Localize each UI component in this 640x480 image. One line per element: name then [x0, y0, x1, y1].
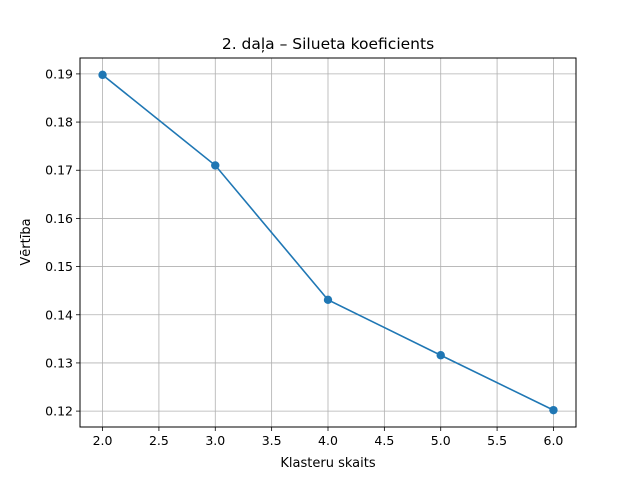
- x-axis-label: Klasteru skaits: [280, 456, 375, 471]
- data-point: [323, 295, 333, 305]
- y-tick-label: 0.17: [45, 163, 73, 178]
- x-tick-label: 4.0: [318, 433, 338, 448]
- chart-title: 2. daļa – Silueta koeficients: [222, 35, 434, 53]
- y-tick-label: 0.19: [45, 66, 73, 81]
- x-tick-label: 5.0: [431, 433, 451, 448]
- y-tick-label: 0.16: [45, 211, 73, 226]
- y-tick-label: 0.18: [45, 115, 73, 130]
- x-tick-label: 4.5: [374, 433, 394, 448]
- ticks: 2.0 2.5 3.0 3.5 4.0 4.5 5.0 5.5 6.0 0.12 0.13 0.14 0…: [45, 66, 563, 448]
- x-tick-label: 2.0: [93, 433, 113, 448]
- plot-frame: [79, 57, 577, 428]
- y-tick-label: 0.14: [45, 307, 73, 322]
- y-tick-label: 0.12: [45, 404, 73, 419]
- y-tick-label: 0.15: [45, 259, 73, 274]
- x-tick-label: 3.5: [262, 433, 282, 448]
- series-layer: [98, 70, 558, 415]
- data-point: [436, 351, 445, 360]
- y-axis-label: Vērtība: [19, 218, 34, 265]
- data-point: [211, 161, 220, 170]
- x-tick-label: 3.0: [205, 433, 225, 448]
- y-tick-label: 0.13: [45, 355, 73, 370]
- grid: [80, 58, 576, 427]
- x-tick-label: 6.0: [544, 433, 564, 448]
- x-tick-label: 2.5: [149, 433, 169, 448]
- data-point: [98, 70, 107, 80]
- x-tick-label: 5.5: [487, 433, 507, 448]
- data-point: [549, 405, 558, 415]
